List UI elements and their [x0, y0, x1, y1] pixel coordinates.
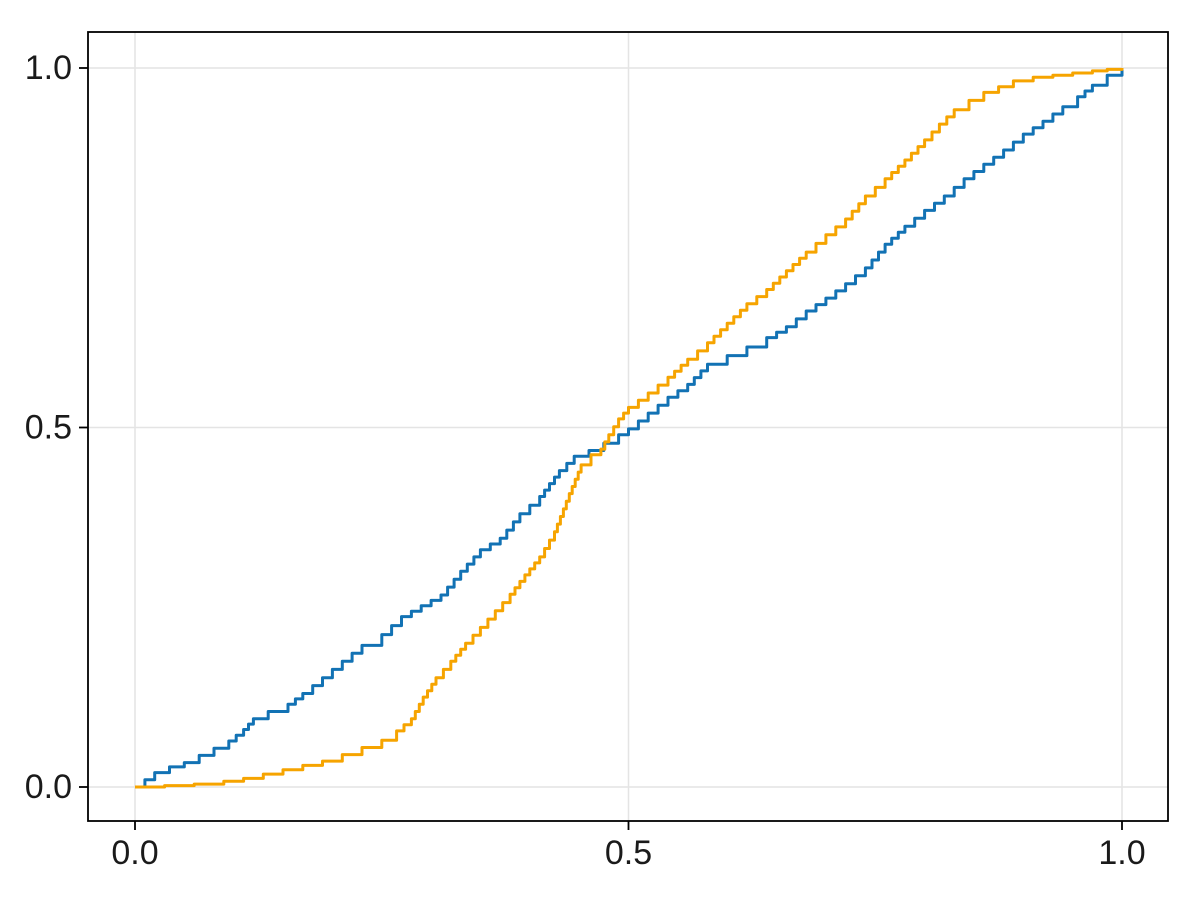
ecdf-blue-line [135, 68, 1124, 789]
x-tick-label-0: 0.0 [111, 834, 158, 872]
x-tick-label-2: 1.0 [1098, 834, 1145, 872]
y-tick-label-0: 0.0 [25, 768, 72, 806]
y-tick-label-2: 1.0 [25, 49, 72, 87]
x-tick-label-1: 0.5 [605, 834, 652, 872]
y-tick-label-1: 0.5 [25, 409, 72, 447]
ecdf-orange-line [135, 67, 1124, 789]
